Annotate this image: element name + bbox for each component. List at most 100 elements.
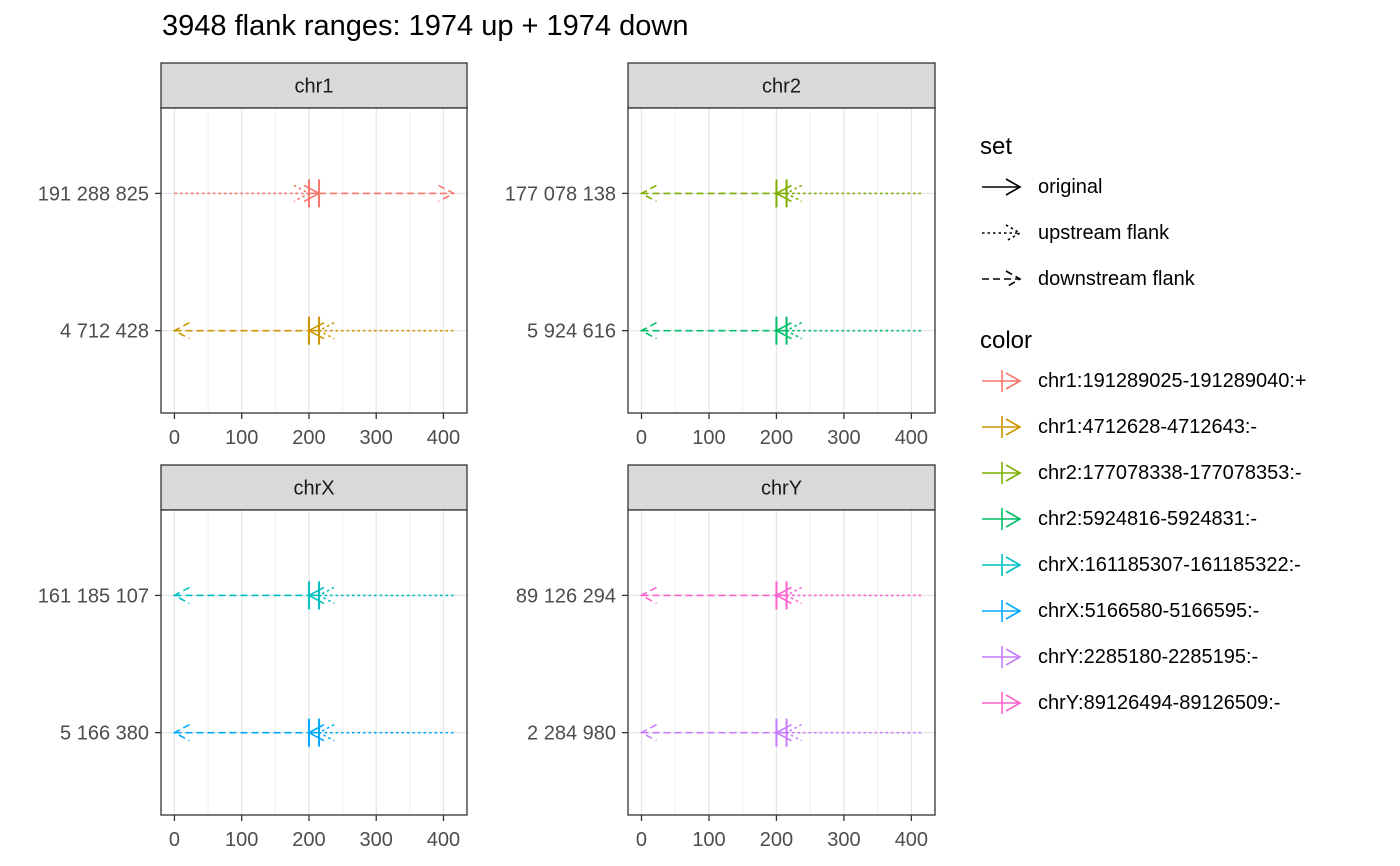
x-tick-label: 100 — [225, 829, 258, 851]
y-tick-label: 2 284 980 — [527, 723, 616, 745]
y-tick-label: 5 924 616 — [527, 321, 616, 343]
facet-strip — [627, 62, 936, 109]
range-row: 161 185 107 — [38, 581, 454, 610]
legend-key-head — [1005, 178, 1022, 196]
legend-color-item: chr1:191289025-191289040:+ — [980, 358, 1390, 404]
original-range-head — [303, 184, 321, 203]
y-tick-label: 89 126 294 — [516, 585, 616, 607]
y-tick-label: 5 166 380 — [60, 723, 149, 745]
original-range-head — [307, 321, 325, 340]
downstream-flank-head — [639, 586, 657, 605]
original-range-head — [774, 321, 792, 340]
chart-title: 3948 flank ranges: 1974 up + 1974 down — [162, 10, 689, 42]
x-tick-label: 400 — [427, 427, 460, 449]
downstream-flank-head — [172, 321, 190, 340]
range-row: 4 712 428 — [60, 316, 454, 345]
legend-key-head — [1005, 556, 1022, 574]
facet-strip-label: chr1 — [295, 76, 334, 98]
y-tick-label: 177 078 138 — [505, 183, 616, 205]
legend-key-head — [1005, 648, 1022, 666]
x-tick-label: 200 — [760, 829, 793, 851]
range-row: 89 126 294 — [516, 581, 922, 610]
legend-set-item: upstream flank — [980, 210, 1390, 256]
legend-color-key — [982, 370, 1022, 392]
legend-color-label: chrX:161185307-161185322:- — [1038, 553, 1301, 576]
y-tick-label: 191 288 825 — [38, 183, 149, 205]
legend-set-label: original — [1038, 175, 1103, 198]
legend-key-head — [1005, 224, 1022, 242]
legend-color-label: chrY:89126494-89126509:- — [1038, 691, 1281, 714]
panel-border — [160, 509, 468, 816]
x-tick-label: 100 — [692, 829, 725, 851]
legend-color-item: chrX:161185307-161185322:- — [980, 542, 1390, 588]
legend-color-item: chr2:177078338-177078353:- — [980, 450, 1390, 496]
legend-color-label: chrY:2285180-2285195:- — [1038, 645, 1259, 668]
range-row: 5 166 380 — [60, 718, 454, 747]
legend-key-head — [1005, 270, 1022, 288]
facet-strip — [160, 464, 468, 511]
legend-key-head — [1005, 510, 1022, 528]
panel-background — [161, 510, 467, 815]
legend-color-key — [982, 692, 1022, 714]
x-tick-label: 0 — [636, 829, 647, 851]
legend-color-label: chrX:5166580-5166595:- — [1038, 599, 1260, 622]
y-tick-label: 161 185 107 — [38, 585, 149, 607]
legend-key-head — [1005, 372, 1022, 390]
downstream-flank-head — [172, 586, 190, 605]
legend-color-label: chr2:177078338-177078353:- — [1038, 461, 1302, 484]
original-range-head — [774, 184, 792, 203]
legend-color-label: chr2:5924816-5924831:- — [1038, 507, 1258, 530]
facet-strip — [160, 62, 468, 109]
panel-background — [161, 108, 467, 413]
panel-border — [160, 107, 468, 414]
legend-color-key — [982, 462, 1022, 484]
x-tick-label: 300 — [827, 829, 860, 851]
range-row: 5 924 616 — [527, 316, 922, 345]
original-range-head — [774, 586, 792, 605]
legend-color-key — [982, 508, 1022, 530]
legend-color-key — [982, 416, 1022, 438]
facet-strip-label: chr2 — [762, 76, 801, 98]
downstream-flank-head — [639, 321, 657, 340]
x-tick-label: 400 — [895, 829, 928, 851]
legend-key-head — [1005, 602, 1022, 620]
legend-set-title: set — [980, 133, 1013, 160]
legend-key-head — [1005, 418, 1022, 436]
legend-set-key — [982, 224, 1022, 242]
range-row: 177 078 138 — [505, 179, 922, 208]
legend-color-items: chr1:191289025-191289040:+ chr1:4712628-4… — [980, 358, 1390, 726]
legend-color-key — [982, 554, 1022, 576]
facet-strip — [627, 464, 936, 511]
x-tick-label: 100 — [225, 427, 258, 449]
legend-key-head — [1005, 464, 1022, 482]
range-row: 2 284 980 — [527, 718, 922, 747]
panel-border — [627, 107, 936, 414]
legend-color-item: chrY:89126494-89126509:- — [980, 680, 1390, 726]
panel-border — [627, 509, 936, 816]
legend-set-label: downstream flank — [1038, 267, 1195, 290]
legend-color-key — [982, 600, 1022, 622]
original-range-head — [307, 723, 325, 742]
legend-color-title: color — [980, 327, 1033, 354]
facet-strip-label: chrX — [293, 478, 334, 500]
downstream-flank-head — [639, 723, 657, 742]
legend-set-item: downstream flank — [980, 256, 1390, 302]
x-tick-label: 0 — [169, 427, 180, 449]
legend-set-items: original upstream flank downstream flank — [980, 164, 1390, 302]
facet-panel-chr2: chr2 177 078 138 5 924 616 0 100 200 300 400 — [505, 62, 936, 449]
facet-panel-chrY: chrY 89 126 294 2 284 980 0 100 200 300 400 — [516, 464, 936, 851]
original-range-head — [307, 586, 325, 605]
legend-set-label: upstream flank — [1038, 221, 1170, 244]
legend-color-item: chr2:5924816-5924831:- — [980, 496, 1390, 542]
x-tick-label: 400 — [427, 829, 460, 851]
legend: set original upstream flank downstream fla… — [980, 130, 1390, 726]
facet-strip-label: chrY — [761, 478, 802, 500]
legend-color-label: chr1:4712628-4712643:- — [1038, 415, 1258, 438]
legend-set-key — [982, 178, 1022, 196]
x-tick-label: 400 — [895, 427, 928, 449]
facet-panel-chrX: chrX 161 185 107 5 166 380 0 100 200 300 400 — [38, 464, 468, 851]
legend-color-item: chrX:5166580-5166595:- — [980, 588, 1390, 634]
y-tick-label: 4 712 428 — [60, 321, 149, 343]
downstream-flank-head — [639, 184, 657, 203]
